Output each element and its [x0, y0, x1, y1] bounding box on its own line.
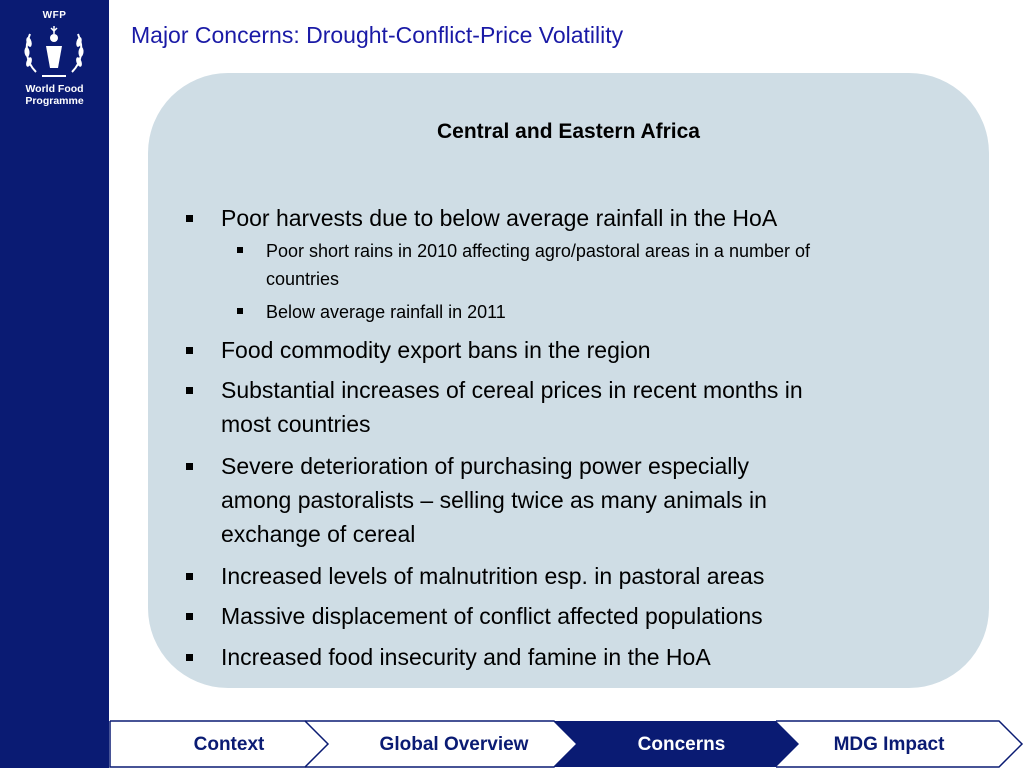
- bullet-text: Increased food insecurity and famine in …: [221, 644, 711, 670]
- logo-name-line1: World Food: [25, 83, 84, 95]
- bullet-square-icon: [186, 215, 193, 222]
- nav-tab-concerns[interactable]: Concerns: [637, 734, 726, 755]
- logo-abbreviation: WFP: [42, 10, 67, 21]
- nav-tab-context[interactable]: Context: [193, 734, 265, 755]
- content-panel: Central and Eastern Africa Poor harvests…: [148, 73, 989, 688]
- logo-name: World Food Programme: [0, 83, 109, 107]
- bullet-square-icon: [237, 247, 243, 253]
- slide-title: Major Concerns: Drought-Conflict-Price V…: [131, 22, 624, 48]
- wfp-emblem-icon: [24, 26, 84, 77]
- bullet-text: Poor harvests due to below average rainf…: [221, 205, 778, 231]
- sub-bullet-text-continued: countries: [266, 269, 340, 289]
- panel-heading: Central and Eastern Africa: [437, 120, 700, 143]
- bullet-text: Food commodity export bans in the region: [221, 337, 651, 363]
- bullet-text-continued: most countries: [221, 411, 371, 437]
- sub-bullet-text: Below average rainfall in 2011: [266, 302, 506, 322]
- bullet-square-icon: [237, 308, 243, 314]
- sub-bullet-text: Poor short rains in 2010 affecting agro/…: [266, 241, 810, 261]
- bullet-text: Increased levels of malnutrition esp. in…: [221, 563, 765, 589]
- bullet-text: Massive displacement of conflict affecte…: [221, 603, 763, 629]
- bullet-square-icon: [186, 463, 193, 470]
- bullet-text-continued: among pastoralists – selling twice as ma…: [221, 487, 767, 513]
- nav-tab-global-overview[interactable]: Global Overview: [379, 734, 529, 755]
- sidebar: WFP World Food Programme: [0, 0, 109, 768]
- bullet-text-continued: exchange of cereal: [221, 521, 416, 547]
- bullet-square-icon: [186, 347, 193, 354]
- bullet-square-icon: [186, 387, 193, 394]
- logo-name-line2: Programme: [25, 95, 84, 107]
- bullet-text: Severe deterioration of purchasing power…: [221, 453, 750, 479]
- bullet-square-icon: [186, 573, 193, 580]
- section-nav: Context Global Overview Concerns MDG Imp…: [109, 720, 1024, 768]
- wfp-logo: WFP World Food Programme: [0, 0, 109, 120]
- bullet-square-icon: [186, 654, 193, 661]
- bullet-square-icon: [186, 613, 193, 620]
- bullet-text: Substantial increases of cereal prices i…: [221, 377, 803, 403]
- nav-chevrons: [109, 720, 1024, 768]
- nav-tab-mdg-impact[interactable]: MDG Impact: [833, 734, 945, 755]
